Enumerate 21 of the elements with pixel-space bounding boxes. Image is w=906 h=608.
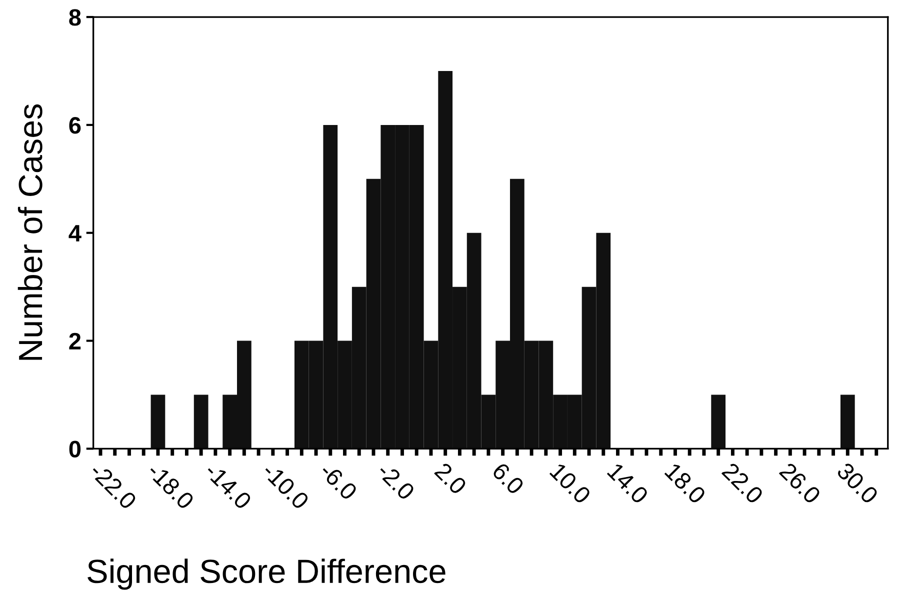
x-tick-label: 18.0: [664, 462, 707, 505]
x-tick-label: 26.0: [778, 462, 822, 505]
y-tick-label: 0: [69, 440, 81, 458]
x-tick-label: -6.0: [318, 462, 358, 501]
x-tick-label: -14.0: [204, 462, 252, 510]
y-tick-label: 4: [68, 225, 82, 242]
x-tick-label: 2.0: [434, 462, 468, 496]
y-axis-title: Number of Cases: [18, 104, 42, 360]
y-tick-label: 6: [69, 117, 81, 134]
x-tick-label: 10.0: [549, 462, 592, 505]
x-tick-label: 6.0: [491, 462, 525, 496]
x-tick-label: -22.0: [88, 462, 138, 510]
x-tick-label: 14.0: [606, 462, 650, 505]
x-tick-label: -10.0: [261, 462, 310, 510]
x-tick-label: -18.0: [146, 462, 195, 510]
y-tick-label: 8: [69, 9, 81, 26]
x-tick-label: 22.0: [721, 462, 764, 505]
y-tick-label: 2: [69, 332, 81, 350]
x-tick-label: -2.0: [376, 462, 416, 501]
x-axis-title: Signed Score Difference: [88, 558, 446, 590]
x-tick-label: 30.0: [836, 462, 880, 505]
